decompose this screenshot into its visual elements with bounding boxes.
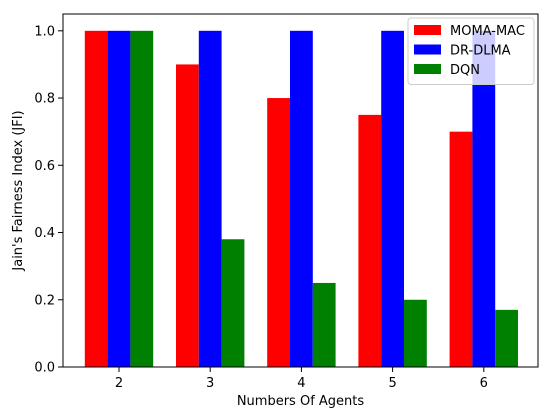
- bar-dr-dlma-5: [381, 30, 404, 368]
- bar-dqn-6: [495, 309, 518, 367]
- legend-label-moma-mac: MOMA-MAC: [450, 24, 525, 39]
- x-tick-label: 6: [480, 376, 488, 391]
- bar-dqn-4: [312, 282, 336, 367]
- x-tick-label: 5: [388, 376, 396, 391]
- bar-dqn-5: [404, 299, 427, 367]
- x-tick-label: 3: [206, 376, 214, 391]
- y-tick-label: 0.6: [34, 159, 55, 174]
- y-tick-label: 0.8: [34, 92, 55, 107]
- legend: MOMA-MAC DR-DLMA DQN: [407, 17, 535, 85]
- bars-group: [84, 30, 518, 368]
- y-tick-label: 0.0: [34, 361, 55, 376]
- y-tick-label: 1.0: [34, 24, 55, 39]
- legend-swatch-dqn: [414, 64, 441, 74]
- x-axis-title: Numbers Of Agents: [237, 394, 365, 409]
- legend-label-dr-dlma: DR-DLMA: [450, 44, 511, 59]
- bar-dqn-2: [130, 30, 154, 368]
- bar-moma-mac-6: [449, 131, 473, 367]
- bar-dr-dlma-6: [472, 30, 496, 368]
- bar-dqn-3: [221, 239, 245, 367]
- x-tick-label: 4: [297, 376, 305, 391]
- y-axis-ticks: 0.0 0.2 0.4 0.6 0.8 1.0: [34, 24, 63, 376]
- plot-frame: [62, 13, 539, 368]
- legend-label-dqn: DQN: [450, 63, 480, 78]
- y-tick-label: 0.2: [34, 293, 55, 308]
- y-tick-label: 0.4: [34, 226, 55, 241]
- y-axis-title: Jain's Fairness Index (JFI): [11, 110, 26, 271]
- legend-swatch-moma-mac: [414, 25, 441, 35]
- bar-dr-dlma-4: [290, 30, 313, 368]
- x-tick-label: 2: [115, 376, 123, 391]
- bar-moma-mac-3: [176, 64, 199, 368]
- bar-moma-mac-5: [358, 114, 382, 367]
- x-axis-ticks: 2 3 4 5 6: [115, 367, 488, 391]
- bar-dr-dlma-3: [198, 30, 222, 368]
- bar-moma-mac-4: [267, 98, 290, 368]
- legend-swatch-dr-dlma: [414, 44, 441, 55]
- bar-dr-dlma-2: [107, 30, 131, 368]
- bar-moma-mac-2: [84, 30, 108, 368]
